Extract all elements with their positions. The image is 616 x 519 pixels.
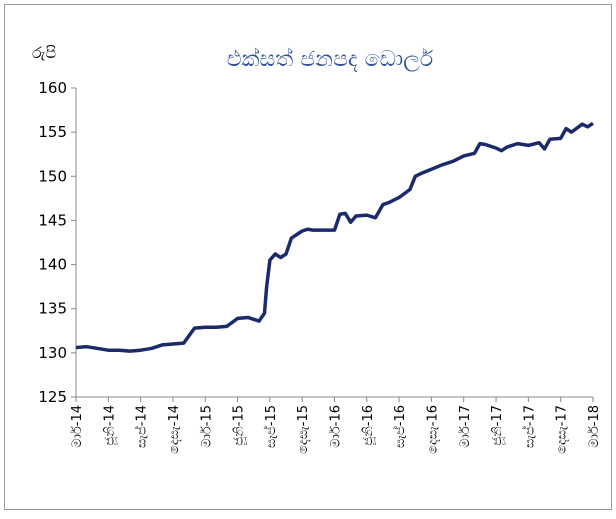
y-tick-label: 160 (38, 79, 67, 97)
y-tick-label: 150 (38, 167, 67, 185)
x-tick-label: මාර්-14 (69, 405, 85, 448)
x-tick-label: දෙසැ-16 (425, 405, 440, 454)
x-tick-label: මාර්-18 (586, 405, 602, 448)
x-tick-label: දෙසැ-15 (296, 405, 311, 454)
x-tick-label: ජූනි-15 (232, 405, 247, 446)
x-tick-label: මාර්-15 (198, 405, 214, 448)
x-tick-label: මාර්-17 (457, 405, 473, 448)
chart-title: එක්සත් ජනපද ඩොලර් (227, 47, 434, 72)
x-tick-label: සැප්-15 (263, 405, 279, 448)
x-tick-label: ජූනි-17 (490, 405, 505, 446)
y-tick-label: 140 (38, 256, 67, 274)
x-tick-label: දෙසැ-14 (167, 405, 182, 454)
y-tick-label: 145 (38, 211, 67, 229)
y-tick-label: 155 (38, 123, 67, 141)
line (75, 121, 594, 353)
y-tick-label: 125 (38, 388, 67, 406)
y-axis-label: රුපි (32, 43, 56, 62)
chart-frame (4, 4, 612, 510)
x-tick-label: දෙසැ-17 (555, 405, 570, 454)
x-tick-label: සැප්-14 (133, 405, 149, 448)
y-tick-label: 135 (38, 300, 67, 318)
y-tick-label: 130 (38, 344, 67, 362)
x-tick-label: ජූනි-16 (361, 405, 376, 446)
x-tick-label: ජූනි-14 (102, 405, 117, 446)
x-tick-label: සැප්-17 (521, 405, 537, 448)
x-tick-label: මාර්-16 (328, 405, 344, 448)
x-tick-label: සැප්-16 (392, 405, 408, 448)
